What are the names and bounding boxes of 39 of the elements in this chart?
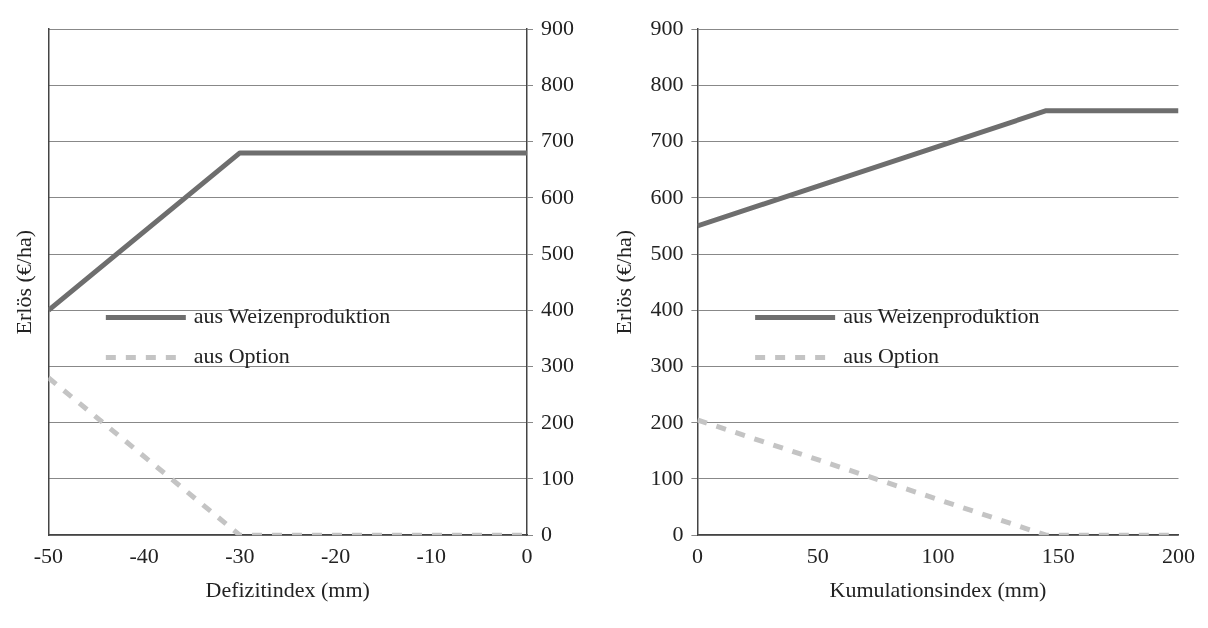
x-tick-label: 100 [921,543,955,569]
x-axis-title: Kumulationsindex (mm) [829,576,1047,602]
x-tick-label: -20 [320,543,351,569]
y2-tick-label: 500 [541,239,574,265]
y-tick-label: 800 [650,71,684,97]
y-tick-label: 900 [650,14,684,40]
y-tick-label: 600 [650,183,684,209]
y-tick-label: 400 [650,296,684,322]
x-tick-label: 0 [521,543,533,569]
y-tick-label: 300 [650,352,684,378]
y-axis-title: Erlös (€/ha) [610,229,636,335]
x-tick-label: 0 [691,543,703,569]
x-tick-label: -40 [129,543,159,569]
y-tick-label: 100 [650,464,684,490]
y2-tick-label: 400 [541,296,574,322]
legend-label: aus Weizenproduktion [843,303,1040,329]
y2-tick-label: 0 [541,520,552,546]
y-tick-label: 0 [672,520,684,546]
x-tick-label: -30 [225,543,255,569]
y2-tick-label: 200 [541,408,574,434]
x-tick-label: 150 [1041,543,1075,569]
y2-tick-label: 700 [541,127,574,153]
x-tick-label: 200 [1162,543,1195,569]
legend-label: aus Option [843,343,940,369]
legend-label: aus Option [193,343,290,369]
y-tick-label: 200 [650,408,684,434]
legend-label: aus Weizenproduktion [193,303,391,329]
y-axis-title: Erlös (€/ha) [10,229,36,335]
y2-tick-label: 100 [541,464,574,490]
y-tick-label: 700 [650,127,684,153]
y-tick-label: 500 [650,239,684,265]
x-tick-label: -50 [33,543,64,569]
x-tick-label: -10 [416,543,446,569]
x-tick-label: 50 [806,543,829,569]
y2-tick-label: 900 [541,14,574,40]
y2-tick-label: 300 [541,352,574,378]
x-axis-title: Defizitindex (mm) [205,576,370,602]
y2-tick-label: 800 [541,71,574,97]
y2-tick-label: 600 [541,183,574,209]
